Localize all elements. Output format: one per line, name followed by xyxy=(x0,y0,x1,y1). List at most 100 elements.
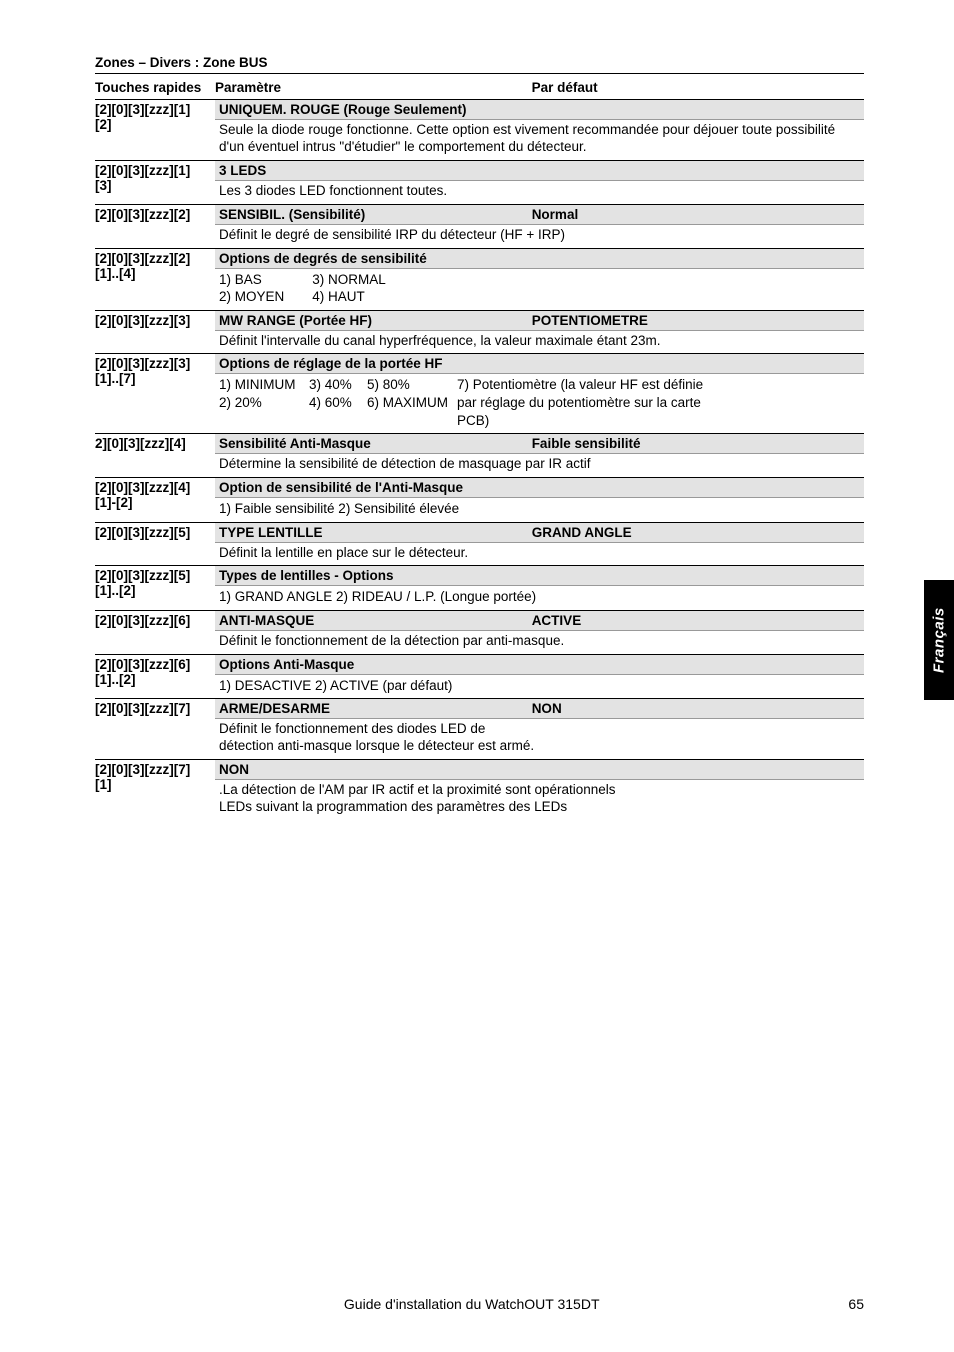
param-default: Faible sensibilité xyxy=(532,436,860,451)
param-default: POTENTIOMETRE xyxy=(532,313,860,328)
param-header: Options Anti-Masque xyxy=(215,655,864,674)
param-header: NON xyxy=(215,760,864,779)
param-default: GRAND ANGLE xyxy=(532,525,860,540)
table-row: [2][0][3][zzz][3]MW RANGE (Portée HF)POT… xyxy=(95,310,864,354)
footer: Guide d'installation du WatchOUT 315DT 6… xyxy=(0,1296,954,1312)
param-name: Sensibilité Anti-Masque xyxy=(219,436,532,451)
param-cell: TYPE LENTILLEGRAND ANGLEDéfinit la lenti… xyxy=(215,522,864,566)
param-cell: ARME/DESARMENONDéfinit le fonctionnement… xyxy=(215,699,864,760)
shortcut-key: [2][0][3][zzz][5] xyxy=(95,522,215,566)
language-tab: Français xyxy=(924,580,954,700)
header-default: Par défaut xyxy=(532,80,864,95)
param-header: ARME/DESARMENON xyxy=(215,699,864,718)
param-options: 1) GRAND ANGLE 2) RIDEAU / L.P. (Longue … xyxy=(215,585,864,610)
shortcut-key: [2][0][3][zzz][6] xyxy=(95,610,215,654)
table-row: [2][0][3][zzz][1][2]UNIQUEM. ROUGE (Roug… xyxy=(95,100,864,161)
param-header: Sensibilité Anti-MasqueFaible sensibilit… xyxy=(215,434,864,453)
param-cell: SENSIBIL. (Sensibilité)Normal Définit le … xyxy=(215,204,864,248)
param-default: Normal xyxy=(532,207,860,222)
header-param-def: Paramètre Par défaut xyxy=(215,77,864,100)
table-row: [2][0][3][zzz][7][1] NON .La détection de … xyxy=(95,760,864,820)
table-row: 2][0][3][zzz][4]Sensibilité Anti-MasqueF… xyxy=(95,434,864,478)
param-default xyxy=(532,657,860,672)
page: Zones – Divers : Zone BUS Touches rapide… xyxy=(0,0,954,1352)
param-header: Option de sensibilité de l'Anti-Masque xyxy=(215,478,864,497)
param-name: Types de lentilles - Options xyxy=(219,568,532,583)
shortcut-key: [2][0][3][zzz][2] xyxy=(95,204,215,248)
table-row: [2][0][3][zzz][6]ANTI-MASQUEACTIVEDéfini… xyxy=(95,610,864,654)
param-name: 3 LEDS xyxy=(219,163,532,178)
param-name: MW RANGE (Portée HF) xyxy=(219,313,532,328)
param-cell: UNIQUEM. ROUGE (Rouge Seulement) Seule la… xyxy=(215,100,864,161)
param-header: ANTI-MASQUEACTIVE xyxy=(215,611,864,630)
param-header: Types de lentilles - Options xyxy=(215,566,864,585)
shortcut-key: [2][0][3][zzz][7][1] xyxy=(95,760,215,820)
param-cell: Sensibilité Anti-MasqueFaible sensibilit… xyxy=(215,434,864,478)
header-param: Paramètre xyxy=(215,80,532,95)
param-cell: Options Anti-Masque1) DESACTIVE 2) ACTIV… xyxy=(215,654,864,699)
param-options: 1) Faible sensibilité 2) Sensibilité éle… xyxy=(215,497,864,522)
shortcut-key: [2][0][3][zzz][3] xyxy=(95,310,215,354)
param-default: ACTIVE xyxy=(532,613,860,628)
param-header: Options de réglage de la portée HF xyxy=(215,354,864,373)
param-description: Définit le fonctionnement de la détectio… xyxy=(215,630,864,654)
param-header: MW RANGE (Portée HF)POTENTIOMETRE xyxy=(215,311,864,330)
table-row: [2][0][3][zzz][5][1]..[2]Types de lentil… xyxy=(95,566,864,611)
param-name: Option de sensibilité de l'Anti-Masque xyxy=(219,480,532,495)
header-shortcuts: Touches rapides xyxy=(95,77,215,100)
param-cell: ANTI-MASQUEACTIVEDéfinit le fonctionneme… xyxy=(215,610,864,654)
param-description: Définit le fonctionnement des diodes LED… xyxy=(215,718,864,759)
param-name: Options de réglage de la portée HF xyxy=(219,356,532,371)
param-header: UNIQUEM. ROUGE (Rouge Seulement) xyxy=(215,100,864,119)
param-name: SENSIBIL. (Sensibilité) xyxy=(219,207,532,222)
param-description: .La détection de l'AM par IR actif et la… xyxy=(215,779,864,820)
param-name: ANTI-MASQUE xyxy=(219,613,532,628)
param-options: 1) DESACTIVE 2) ACTIVE (par défaut) xyxy=(215,674,864,699)
shortcut-key: [2][0][3][zzz][2][1]..[4] xyxy=(95,248,215,310)
shortcut-key: [2][0][3][zzz][4][1]-[2] xyxy=(95,477,215,522)
param-description: Détermine la sensibilité de détection de… xyxy=(215,453,864,477)
param-name: Options de degrés de sensibilité xyxy=(219,251,532,266)
param-name: TYPE LENTILLE xyxy=(219,525,532,540)
param-cell: Options de réglage de la portée HF 1) MIN… xyxy=(215,354,864,434)
param-cell: Types de lentilles - Options 1) GRAND ANG… xyxy=(215,566,864,611)
param-default xyxy=(532,102,860,117)
param-default xyxy=(532,568,860,583)
param-default xyxy=(532,163,860,178)
param-cell: MW RANGE (Portée HF)POTENTIOMETREDéfinit… xyxy=(215,310,864,354)
param-options: 1) BAS 2) MOYEN3) NORMAL 4) HAUT xyxy=(215,268,864,310)
table-row: [2][0][3][zzz][5]TYPE LENTILLEGRAND ANGL… xyxy=(95,522,864,566)
param-description: Définit le degré de sensibilité IRP du d… xyxy=(215,224,864,248)
table-row: [2][0][3][zzz][7]ARME/DESARMENONDéfinit … xyxy=(95,699,864,760)
table-row: [2][0][3][zzz][2]SENSIBIL. (Sensibilité)… xyxy=(95,204,864,248)
param-description: Seule la diode rouge fonctionne. Cette o… xyxy=(215,119,864,160)
table-row: [2][0][3][zzz][2][1]..[4]Options de degr… xyxy=(95,248,864,310)
shortcut-key: [2][0][3][zzz][6][1]..[2] xyxy=(95,654,215,699)
param-default xyxy=(532,356,860,371)
shortcut-key: [2][0][3][zzz][1][2] xyxy=(95,100,215,161)
param-name: NON xyxy=(219,762,532,777)
section-title: Zones – Divers : Zone BUS xyxy=(95,55,864,74)
param-name: UNIQUEM. ROUGE (Rouge Seulement) xyxy=(219,102,532,117)
param-cell: 3 LEDSLes 3 diodes LED fonctionnent tout… xyxy=(215,160,864,204)
param-cell: Options de degrés de sensibilité 1) BAS 2… xyxy=(215,248,864,310)
shortcut-key: 2][0][3][zzz][4] xyxy=(95,434,215,478)
param-description: Définit l'intervalle du canal hyperfréqu… xyxy=(215,330,864,354)
footer-page: 65 xyxy=(848,1296,864,1312)
shortcut-key: [2][0][3][zzz][1][3] xyxy=(95,160,215,204)
param-cell: Option de sensibilité de l'Anti-Masque 1)… xyxy=(215,477,864,522)
params-table: Touches rapides Paramètre Par défaut [2]… xyxy=(95,77,864,820)
shortcut-key: [2][0][3][zzz][7] xyxy=(95,699,215,760)
shortcut-key: [2][0][3][zzz][3][1]..[7] xyxy=(95,354,215,434)
table-row: [2][0][3][zzz][1][3]3 LEDSLes 3 diodes L… xyxy=(95,160,864,204)
table-row: [2][0][3][zzz][4][1]-[2]Option de sensib… xyxy=(95,477,864,522)
param-header: Options de degrés de sensibilité xyxy=(215,249,864,268)
param-default: NON xyxy=(532,701,860,716)
table-row: [2][0][3][zzz][3][1]..[7]Options de régl… xyxy=(95,354,864,434)
param-default xyxy=(532,762,860,777)
param-options: 1) MINIMUM 2) 20%3) 40% 4) 60%5) 80% 6) … xyxy=(215,373,864,433)
param-default xyxy=(532,251,860,266)
footer-title: Guide d'installation du WatchOUT 315DT xyxy=(95,1296,848,1312)
param-default xyxy=(532,480,860,495)
shortcut-key: [2][0][3][zzz][5][1]..[2] xyxy=(95,566,215,611)
